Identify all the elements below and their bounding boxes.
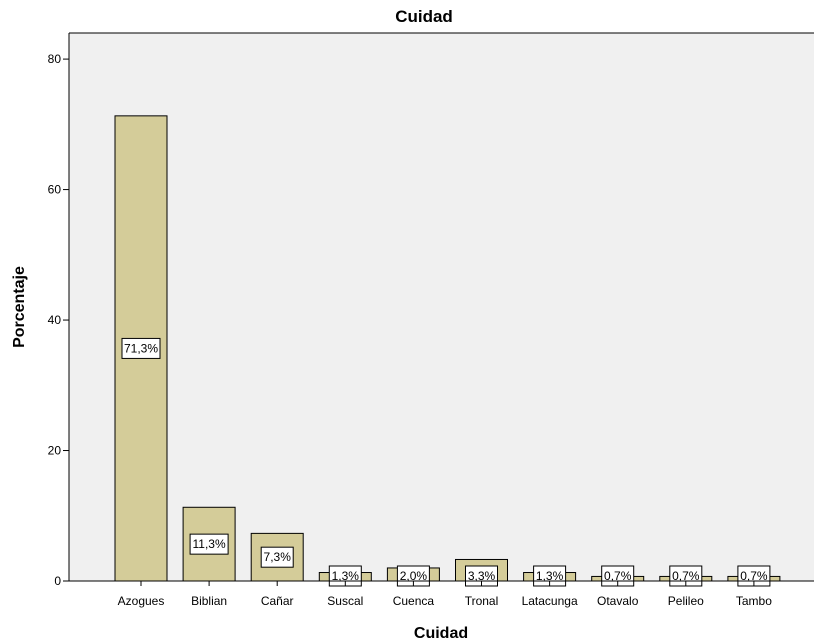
x-tick-label: Cuenca xyxy=(393,594,435,608)
y-tick-label: 0 xyxy=(54,574,61,588)
x-tick-label: Latacunga xyxy=(522,594,578,608)
chart-title: Cuidad xyxy=(395,7,453,26)
x-tick-label: Cañar xyxy=(261,594,294,608)
data-label-box xyxy=(121,337,161,359)
data-label-text: 1,3% xyxy=(332,569,360,583)
x-tick-label: Suscal xyxy=(327,594,363,608)
data-label-text: 71,3% xyxy=(124,341,158,355)
x-axis: Azogues Biblian Cañar Suscal Cuenca Tronal Lat… xyxy=(69,580,814,608)
y-tick-label: 60 xyxy=(48,183,62,197)
x-tick-label: Biblian xyxy=(191,594,227,608)
data-label-text: 0,7% xyxy=(604,569,632,583)
data-label-box xyxy=(260,546,294,568)
data-label: 11,3% xyxy=(189,533,229,555)
x-tick-label: Tronal xyxy=(465,594,499,608)
y-axis-label: Porcentaje xyxy=(11,266,28,348)
x-tick-label: Tambo xyxy=(736,594,772,608)
data-label-box xyxy=(189,533,229,555)
data-label-text: 1,3% xyxy=(536,569,564,583)
data-label-text: 0,7% xyxy=(672,569,700,583)
y-axis: 0 20 40 60 80 xyxy=(48,32,814,588)
data-label: 71,3% xyxy=(121,337,161,359)
plot-area xyxy=(69,33,814,581)
x-axis-label: Cuidad xyxy=(414,625,468,642)
x-tick-label: Pelileo xyxy=(668,594,704,608)
bars-group: 71,3% 11,3% 7,3% 1,3% 2,0% 3,3% 1,3% 0,7% 0,7% 0,… xyxy=(114,115,781,587)
data-label-text: 3,3% xyxy=(468,569,496,583)
y-tick-label: 80 xyxy=(48,52,62,66)
data-label-text: 11,3% xyxy=(193,537,226,551)
data-label: 7,3% xyxy=(260,546,294,568)
data-label-text: 7,3% xyxy=(264,550,292,564)
y-tick-label: 40 xyxy=(48,313,62,327)
data-label-text: 0,7% xyxy=(740,569,768,583)
y-tick-label: 20 xyxy=(48,444,62,458)
x-tick-label: Otavalo xyxy=(597,594,639,608)
x-tick-label: Azogues xyxy=(118,594,165,608)
data-label-text: 2,0% xyxy=(400,569,428,583)
